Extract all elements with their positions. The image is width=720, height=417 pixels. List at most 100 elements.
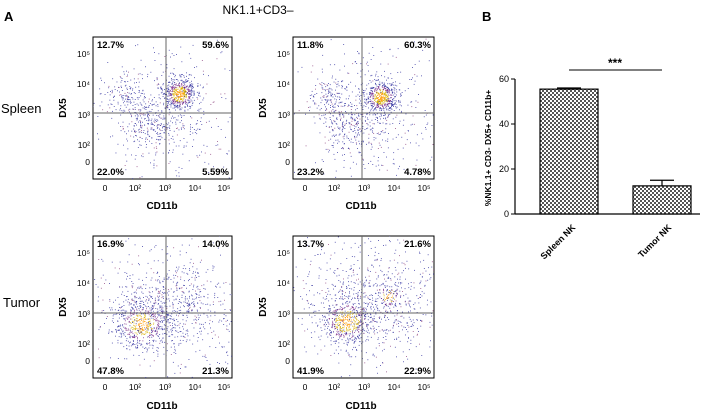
event-dot [162,152,164,154]
event-dot [351,306,353,308]
event-dot [340,119,341,121]
event-dot [420,261,421,263]
event-dot [131,97,133,98]
event-dot [399,321,401,322]
event-dot [117,90,118,92]
event-dot [414,41,415,43]
event-dot [324,142,326,144]
event-dot [394,315,396,317]
event-dot [359,152,361,153]
event-dot [166,329,168,331]
event-dot [225,315,227,317]
event-dot [343,114,345,116]
event-dot [184,89,185,91]
event-dot [326,101,328,103]
event-dot [129,275,131,277]
event-dot [177,99,179,100]
event-dot [388,103,390,104]
event-dot [132,343,134,344]
event-dot [153,360,155,362]
event-dot [179,288,180,290]
event-dot [363,286,365,288]
event-dot [76,71,77,72]
event-dot [360,131,362,133]
event-dot [225,136,226,138]
event-dot [191,309,192,311]
event-dot [151,328,153,329]
event-dot [98,138,100,140]
event-dot [190,57,192,59]
event-dot [377,117,378,119]
event-dot [354,303,356,304]
event-dot [176,104,178,106]
event-dot [389,94,391,96]
event-dot [128,71,129,73]
event-dot [139,113,141,115]
event-dot [145,331,147,332]
event-dot [372,94,374,96]
event-dot [343,314,345,316]
event-dot [163,328,165,330]
event-dot [132,108,134,110]
event-dot [174,91,175,92]
y-tick: 0 [85,356,90,366]
event-dot [383,117,384,119]
event-dot [150,334,152,336]
event-dot [427,279,429,281]
event-dot [334,104,336,105]
event-dot [199,92,200,94]
event-dot [150,128,152,130]
x-tick: 0 [103,382,108,392]
event-dot [158,315,160,317]
event-dot [151,305,153,306]
event-dot [172,307,174,309]
event-dot [336,134,337,136]
event-dot [219,286,221,288]
event-dot [188,160,190,162]
event-dot [203,97,205,99]
event-dot [124,100,125,102]
event-dot [309,110,310,112]
event-dot [381,97,383,99]
event-dot [151,215,152,216]
event-dot [374,259,376,261]
event-dot [381,100,383,102]
event-dot [155,289,157,291]
event-dot [135,324,137,326]
event-dot [360,306,362,308]
event-dot [97,286,99,288]
event-dot [335,321,337,323]
event-dot [163,102,165,104]
event-dot [131,298,133,300]
event-dot [196,268,198,270]
event-dot [199,84,201,86]
event-dot [428,267,429,269]
event-dot [111,89,113,91]
event-dot [340,326,341,327]
event-dot [179,218,180,219]
event-dot [322,297,324,299]
event-dot [181,74,183,75]
event-dot [391,301,393,302]
event-dot [197,85,199,87]
event-dot [329,149,330,151]
event-dot [372,285,374,287]
event-dot [391,104,392,106]
event-dot [135,347,137,349]
event-dot [383,297,385,299]
event-dot [166,328,168,329]
event-dot [145,310,146,312]
event-dot [337,326,338,328]
event-dot [216,58,218,60]
event-dot [409,79,411,80]
event-dot [157,292,159,294]
event-dot [368,107,369,109]
event-dot [330,99,332,100]
event-dot [324,99,326,100]
event-dot [179,299,180,300]
event-dot [140,127,142,128]
event-dot [137,341,139,343]
event-dot [356,163,357,165]
event-dot [357,133,359,135]
event-dot [320,327,322,329]
